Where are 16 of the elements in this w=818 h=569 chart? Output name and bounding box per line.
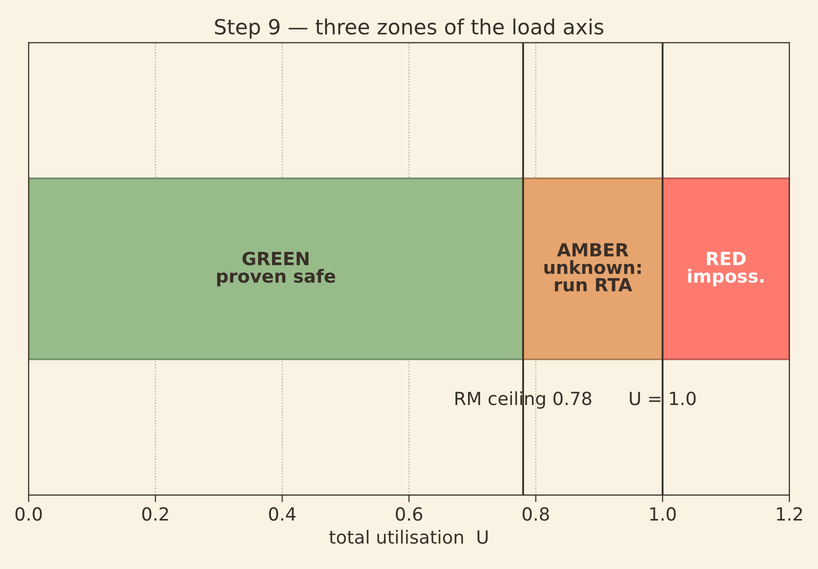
x-tick-label: 1.2 [776, 507, 802, 521]
series-label: AMBER unknown: run RTA [544, 243, 641, 292]
x-tick-label: 0.0 [15, 507, 42, 521]
x-tick-label: 0.2 [142, 507, 168, 521]
x-tick-label: 0.6 [396, 507, 422, 521]
bar [522, 178, 664, 360]
series-label: RED imposs. [688, 252, 764, 286]
ref-line-label: U = 1.0 [630, 392, 696, 406]
chart-title: Step 9 — three zones of the load axis [215, 18, 604, 39]
x-axis-title: total utilisation U [329, 530, 488, 544]
bar [28, 178, 524, 360]
x-tick-label: 1.0 [650, 507, 676, 521]
bar [662, 178, 790, 360]
series-label: GREEN proven safe [217, 252, 336, 286]
x-tick-label: 0.4 [269, 507, 296, 521]
x-tick-label: 0.8 [522, 507, 549, 521]
